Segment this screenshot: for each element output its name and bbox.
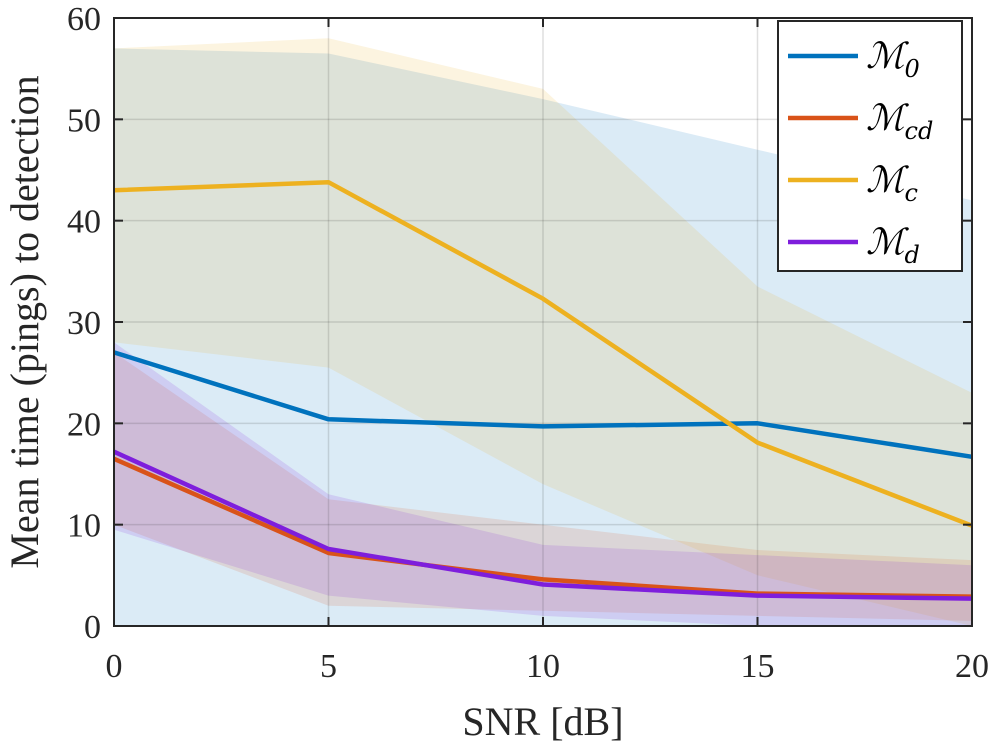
legend: ℳ0 ℳcd ℳc ℳd	[777, 20, 963, 272]
x-tick-label: 5	[320, 648, 337, 685]
legend-label-md: ℳd	[866, 222, 920, 269]
series-lines	[113, 179, 973, 601]
y-tick-label: 10	[67, 508, 101, 545]
y-tick-label: 50	[67, 102, 101, 139]
legend-label-mc: ℳc	[866, 160, 918, 207]
x-axis-ticks: 0 5 10 15 20	[106, 18, 989, 685]
series-line-mc	[113, 179, 973, 528]
y-tick-label: 0	[84, 609, 101, 646]
series-line-md	[113, 449, 973, 601]
grid	[114, 18, 972, 626]
x-tick-label: 15	[741, 648, 775, 685]
x-axis-label: SNR [dB]	[462, 699, 623, 744]
legend-label-m0: ℳ0	[866, 36, 920, 83]
x-tick-label: 10	[526, 648, 560, 685]
y-tick-label: 30	[67, 305, 101, 342]
y-axis-label: Mean time (pings) to detection	[2, 75, 47, 568]
legend-box	[777, 20, 963, 272]
band-m0	[114, 48, 972, 626]
y-tick-label: 20	[67, 406, 101, 443]
y-tick-label: 60	[67, 1, 101, 38]
series-line-m0	[113, 350, 973, 460]
x-tick-label: 20	[955, 648, 989, 685]
y-axis-ticks: 0 10 20 30 40 50 60	[67, 1, 972, 646]
legend-label-mcd: ℳcd	[866, 98, 933, 145]
x-tick-label: 0	[106, 648, 123, 685]
y-tick-label: 40	[67, 204, 101, 241]
band-mc	[114, 38, 972, 627]
